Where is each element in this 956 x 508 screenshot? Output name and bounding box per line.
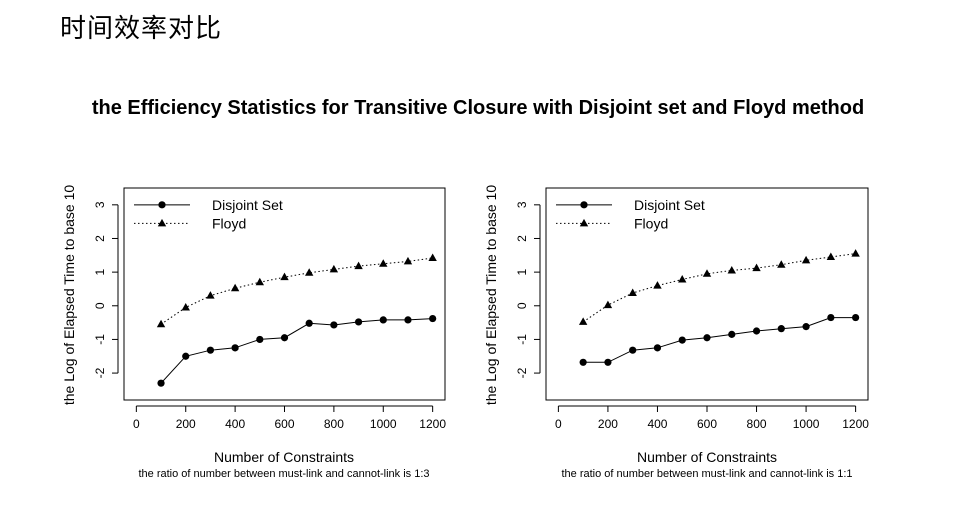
chart1-x-tick-label: 400 [225, 417, 245, 431]
chart1-subtitle: the ratio of number between must-link an… [138, 468, 429, 480]
chart1-floyd-point [255, 277, 265, 286]
chart1-floyd-point [379, 259, 388, 267]
chart1-x-tick-label: 1200 [419, 417, 446, 431]
chart2-legend-disjoint-set-label: Disjoint Set [634, 197, 705, 213]
chart2-disjoint-set-point [579, 358, 587, 366]
chart1-y-tick-label: -1 [93, 334, 107, 345]
chart1-floyd-point [156, 319, 166, 328]
chart2-disjoint-set-point [678, 336, 686, 344]
chart2-y-axis-label: the Log of Elapsed Time to base 10 [483, 185, 499, 405]
chart2-disjoint-set-point [629, 346, 637, 354]
slide-title: 时间效率对比 [60, 14, 223, 44]
chart2-disjoint-set-point [728, 330, 736, 338]
chart2-y-tick-label: 2 [515, 235, 529, 242]
chart1-floyd-point [181, 302, 190, 311]
chart2-disjoint-set-point [653, 344, 662, 352]
chart2-floyd-line [582, 253, 856, 323]
chart2-plot-frame [545, 187, 869, 401]
chart1-floyd-point [428, 253, 437, 261]
chart1-disjoint-set-point [256, 335, 264, 344]
chart1-disjoint-set-point [429, 314, 437, 323]
chart2-floyd-point [777, 260, 786, 268]
chart1-disjoint-set-line [160, 318, 433, 384]
chart1-x-axis-label: Number of Constraints [214, 449, 354, 465]
chart2-legend-floyd-label: Floyd [634, 215, 668, 231]
chart2-y-tick-label: 3 [515, 201, 529, 208]
chart2-floyd-point [752, 263, 761, 272]
chart1-x-tick-label: 600 [274, 417, 294, 431]
chart2-floyd-point [653, 281, 662, 289]
chart1-y-tick-label: 1 [93, 268, 107, 275]
chart1-floyd-point [329, 264, 339, 273]
chart1-disjoint-set-point [280, 334, 289, 342]
chart2-legend-floyd-marker [579, 218, 589, 227]
chart2-floyd-point [678, 275, 687, 283]
chart2-x-tick-label: 1200 [842, 417, 869, 431]
chart1-floyd-point [206, 291, 215, 299]
chart1-plot-frame [123, 187, 446, 401]
chart2-disjoint-set-point [604, 358, 612, 366]
chart1-disjoint-set-point [182, 352, 190, 360]
chart2-x-axis-label: Number of Constraints [637, 449, 777, 465]
chart1-y-axis-label: the Log of Elapsed Time to base 10 [61, 185, 77, 405]
chart2-y-tick-label: -2 [515, 367, 529, 378]
chart2-y-tick-label: 1 [515, 268, 529, 275]
chart2-x-tick-label: 1000 [793, 417, 820, 431]
chart1-floyd-point [230, 283, 240, 292]
chart1-disjoint-set-point [231, 344, 239, 352]
chart2-disjoint-set-point [802, 323, 810, 331]
chart2-disjoint-set-point [777, 325, 785, 333]
chart2-floyd-point [801, 255, 811, 264]
chart2-legend-disjoint-set-marker [580, 201, 588, 209]
chart2-disjoint-set-line [583, 317, 856, 363]
chart1-y-tick-label: 0 [93, 302, 107, 309]
chart1-x-tick-label: 200 [176, 417, 196, 431]
chart2-x-tick-label: 800 [747, 417, 767, 431]
chart2-x-tick-label: 600 [697, 417, 717, 431]
chart2-subtitle: the ratio of number between must-link an… [561, 468, 852, 480]
chart2-disjoint-set-point [852, 313, 860, 322]
chart1-x-tick-label: 1000 [370, 417, 397, 431]
chart1-x-tick-label: 800 [324, 417, 344, 431]
chart2-x-tick-label: 0 [555, 417, 562, 431]
chart2-disjoint-set-point [752, 327, 761, 335]
chart1-x-tick-label: 0 [133, 417, 140, 431]
chart1-floyd-point [280, 272, 289, 281]
chart2-x-tick-label: 200 [598, 417, 618, 431]
chart2-floyd-point [826, 252, 836, 260]
chart2-floyd-point [603, 300, 613, 309]
chart2-floyd-point [851, 249, 860, 257]
chart1-disjoint-set-point [305, 319, 313, 327]
chart2-x-tick-label: 400 [647, 417, 667, 431]
chart1-disjoint-set-point [330, 321, 338, 329]
chart1-floyd-point [403, 256, 413, 265]
chart2-disjoint-set-point [703, 334, 711, 342]
chart1-floyd-line [160, 257, 433, 325]
chart2-disjoint-set-point [827, 313, 835, 322]
chart1-y-tick-label: 3 [93, 201, 107, 208]
chart1-y-tick-label: -2 [93, 367, 107, 378]
chart1-legend-disjoint-set-label: Disjoint Set [212, 197, 283, 213]
chart1-legend-disjoint-set-marker [158, 201, 166, 209]
chart1-disjoint-set-point [379, 316, 387, 324]
chart1-y-tick-label: 2 [93, 235, 107, 242]
chart2-floyd-point [702, 269, 712, 277]
figure-title: the Efficiency Statistics for Transitive… [91, 97, 865, 119]
chart1-disjoint-set-point [206, 346, 215, 354]
chart2-floyd-point [628, 288, 637, 296]
chart2-y-tick-label: -1 [515, 334, 529, 345]
chart1-disjoint-set-point [354, 318, 363, 326]
chart1-disjoint-set-point [157, 379, 165, 387]
chart2-y-tick-label: 0 [515, 302, 529, 309]
chart2-floyd-point [727, 265, 736, 274]
chart1-legend-floyd-marker [157, 218, 167, 227]
chart2-floyd-point [578, 317, 588, 325]
chart1-floyd-point [304, 268, 314, 276]
chart1-legend-floyd-label: Floyd [212, 215, 246, 231]
chart1-disjoint-set-point [404, 316, 412, 324]
chart1-floyd-point [354, 261, 363, 270]
